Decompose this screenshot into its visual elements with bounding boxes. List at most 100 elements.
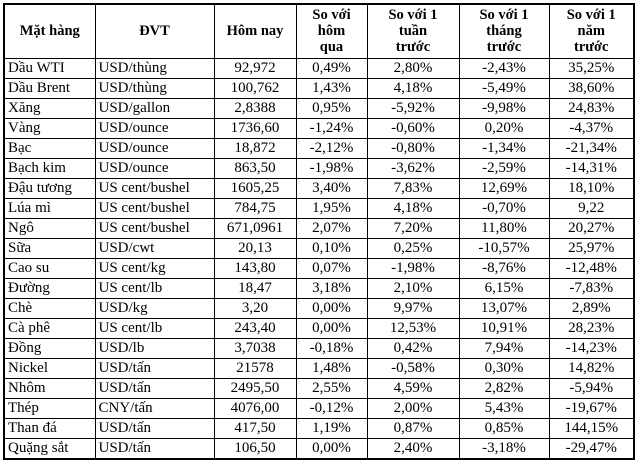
commodity-name: Ngô (3, 217, 96, 239)
value: 0,87% (366, 417, 460, 439)
table-row: Than đá USD/tấn 417,50 1,19% 0,87% 0,85% 144,1… (3, 417, 635, 439)
value: 3,18% (295, 277, 368, 299)
value: -29,47% (548, 437, 635, 459)
column-header-2: Hôm nay (213, 3, 297, 59)
value: 9,22 (548, 197, 635, 219)
value: -0,18% (295, 337, 368, 359)
value: 1,19% (295, 417, 368, 439)
value: -5,94% (548, 377, 635, 399)
value: 24,83% (548, 97, 635, 119)
commodity-name: Vàng (3, 117, 96, 139)
unit: US cent/lb (94, 317, 215, 339)
header-row: Mặt hàng ĐVT Hôm nay So với hôm qua So với 1… (3, 3, 635, 59)
value: -3,62% (366, 157, 460, 179)
column-header-6: So với 1 năm trước (548, 3, 635, 59)
value: 11,80% (458, 217, 550, 239)
value: 0,42% (366, 337, 460, 359)
value: 92,972 (213, 57, 297, 79)
value: -5,92% (366, 97, 460, 119)
value: 6,15% (458, 277, 550, 299)
commodity-name: Dầu Brent (3, 77, 96, 99)
value: 9,97% (366, 297, 460, 319)
value: 100,762 (213, 77, 297, 99)
commodity-name: Xăng (3, 97, 96, 119)
commodity-name: Quặng sắt (3, 437, 96, 459)
value: 20,13 (213, 237, 297, 259)
value: -2,43% (458, 57, 550, 79)
value: -0,60% (366, 117, 460, 139)
value: 4,59% (366, 377, 460, 399)
value: 3,7038 (213, 337, 297, 359)
value: -10,57% (458, 237, 550, 259)
value: 7,94% (458, 337, 550, 359)
value: 784,75 (213, 197, 297, 219)
unit: CNY/tấn (94, 397, 215, 419)
value: 2,10% (366, 277, 460, 299)
commodity-name: Dầu WTI (3, 57, 96, 79)
value: 0,25% (366, 237, 460, 259)
value: 144,15% (548, 417, 635, 439)
value: 106,50 (213, 437, 297, 459)
unit: USD/tấn (94, 417, 215, 439)
value: 2,80% (366, 57, 460, 79)
value: 2,07% (295, 217, 368, 239)
value: 10,91% (458, 317, 550, 339)
value: 18,10% (548, 177, 635, 199)
commodity-name: Nickel (3, 357, 96, 379)
unit: USD/thùng (94, 57, 215, 79)
commodity-name: Thép (3, 397, 96, 419)
value: 1605,25 (213, 177, 297, 199)
value: 21578 (213, 357, 297, 379)
value: 2495,50 (213, 377, 297, 399)
value: -0,70% (458, 197, 550, 219)
value: -7,83% (548, 277, 635, 299)
commodity-name: Nhôm (3, 377, 96, 399)
table-row: Quặng sắt USD/tấn 106,50 0,00% 2,40% -3,18% -2… (3, 437, 635, 459)
value: 1,48% (295, 357, 368, 379)
value: -2,59% (458, 157, 550, 179)
value: 12,69% (458, 177, 550, 199)
value: 2,89% (548, 297, 635, 319)
value: 0,00% (295, 297, 368, 319)
value: 0,95% (295, 97, 368, 119)
unit: USD/cwt (94, 237, 215, 259)
column-header-5: So với 1 tháng trước (458, 3, 550, 59)
commodity-name: Chè (3, 297, 96, 319)
value: 863,50 (213, 157, 297, 179)
value: 4,18% (366, 77, 460, 99)
column-header-0: Mặt hàng (3, 3, 96, 59)
value: -1,34% (458, 137, 550, 159)
table-row: Lúa mì US cent/bushel 784,75 1,95% 4,18% -0,7… (3, 197, 635, 219)
table-row: Thép CNY/tấn 4076,00 -0,12% 2,00% 5,43% -19,67… (3, 397, 635, 419)
value: 1736,60 (213, 117, 297, 139)
unit: USD/gallon (94, 97, 215, 119)
unit: USD/tấn (94, 357, 215, 379)
table-row: Sữa USD/cwt 20,13 0,10% 0,25% -10,57% 25,97% (3, 237, 635, 259)
value: 0,20% (458, 117, 550, 139)
value: -1,98% (366, 257, 460, 279)
value: 4,18% (366, 197, 460, 219)
value: 0,00% (295, 437, 368, 459)
value: 0,00% (295, 317, 368, 339)
value: 28,23% (548, 317, 635, 339)
value: 3,40% (295, 177, 368, 199)
commodity-price-table-container: Mặt hàng ĐVT Hôm nay So với hôm qua So với 1… (3, 3, 635, 460)
value: -9,98% (458, 97, 550, 119)
commodity-name: Sữa (3, 237, 96, 259)
column-header-3: So với hôm qua (295, 3, 368, 59)
unit: US cent/bushel (94, 217, 215, 239)
value: 18,47 (213, 277, 297, 299)
unit: USD/ounce (94, 117, 215, 139)
commodity-name: Cao su (3, 257, 96, 279)
value: 2,00% (366, 397, 460, 419)
commodity-name: Bạch kim (3, 157, 96, 179)
value: 3,20 (213, 297, 297, 319)
value: -4,37% (548, 117, 635, 139)
table-row: Nhôm USD/tấn 2495,50 2,55% 4,59% 2,82% -5,94% (3, 377, 635, 399)
table-row: Bạch kim USD/ounce 863,50 -1,98% -3,62% -2,59… (3, 157, 635, 179)
value: -3,18% (458, 437, 550, 459)
value: 671,0961 (213, 217, 297, 239)
table-row: Ngô US cent/bushel 671,0961 2,07% 7,20% 11,80… (3, 217, 635, 239)
table-row: Cao su US cent/kg 143,80 0,07% -1,98% -8,76% -… (3, 257, 635, 279)
value: 2,82% (458, 377, 550, 399)
